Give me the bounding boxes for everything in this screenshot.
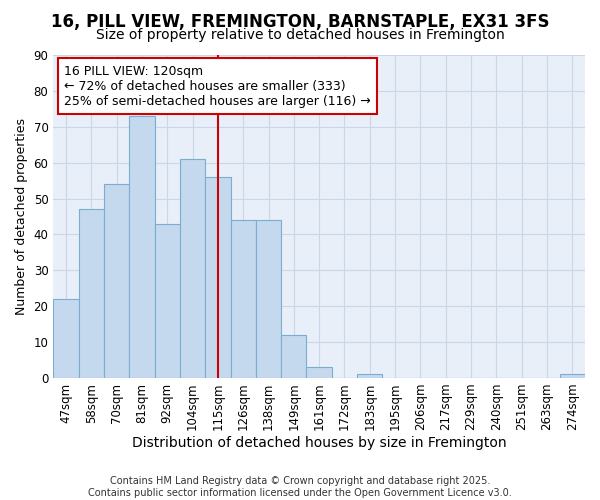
Bar xyxy=(79,210,104,378)
Bar xyxy=(205,177,230,378)
Bar xyxy=(180,159,205,378)
X-axis label: Distribution of detached houses by size in Fremington: Distribution of detached houses by size … xyxy=(132,436,506,450)
Bar xyxy=(357,374,382,378)
Bar xyxy=(155,224,180,378)
Bar xyxy=(281,335,307,378)
Bar xyxy=(560,374,585,378)
Bar xyxy=(256,220,281,378)
Text: Contains HM Land Registry data © Crown copyright and database right 2025.
Contai: Contains HM Land Registry data © Crown c… xyxy=(88,476,512,498)
Bar xyxy=(129,116,155,378)
Y-axis label: Number of detached properties: Number of detached properties xyxy=(15,118,28,315)
Bar xyxy=(104,184,129,378)
Bar xyxy=(307,367,332,378)
Bar xyxy=(53,299,79,378)
Text: 16, PILL VIEW, FREMINGTON, BARNSTAPLE, EX31 3FS: 16, PILL VIEW, FREMINGTON, BARNSTAPLE, E… xyxy=(51,12,549,30)
Text: 16 PILL VIEW: 120sqm
← 72% of detached houses are smaller (333)
25% of semi-deta: 16 PILL VIEW: 120sqm ← 72% of detached h… xyxy=(64,64,371,108)
Bar xyxy=(230,220,256,378)
Text: Size of property relative to detached houses in Fremington: Size of property relative to detached ho… xyxy=(95,28,505,42)
